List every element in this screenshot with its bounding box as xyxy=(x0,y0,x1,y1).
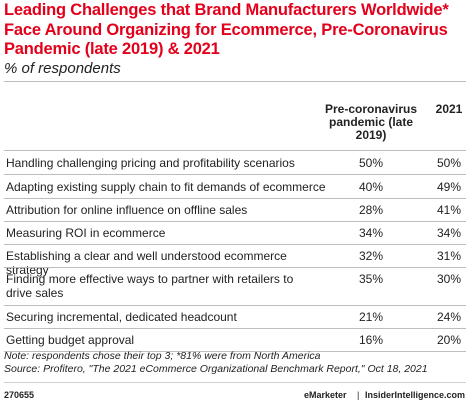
column-header-2019: Pre-coronavirus pandemic (late 2019) xyxy=(324,102,418,142)
footer-rule xyxy=(4,382,466,383)
row-rule xyxy=(4,244,466,245)
chart-subtitle: % of respondents xyxy=(4,60,121,77)
row-value-2021: 24% xyxy=(436,310,462,324)
row-rule xyxy=(4,328,466,329)
row-label: Attribution for online influence on offl… xyxy=(6,203,248,217)
row-rule xyxy=(4,174,466,175)
chart-id: 270655 xyxy=(4,390,35,400)
row-rule xyxy=(4,305,466,306)
row-rule xyxy=(4,351,466,352)
row-rule xyxy=(4,221,466,222)
header-top-rule xyxy=(4,81,466,82)
chart-title: Leading Challenges that Brand Manufactur… xyxy=(4,1,449,58)
row-label: Handling challenging pricing and profita… xyxy=(6,156,295,170)
row-value-2021: 31% xyxy=(436,249,462,263)
row-label: Adapting existing supply chain to fit de… xyxy=(6,180,326,194)
row-value-2019: 21% xyxy=(358,310,384,324)
chart-source: Source: Profitero, "The 2021 eCommerce O… xyxy=(4,363,428,375)
row-rule xyxy=(4,267,466,268)
row-value-2019: 40% xyxy=(358,180,384,194)
row-value-2021: 41% xyxy=(436,203,462,217)
row-value-2021: 20% xyxy=(436,333,462,347)
row-value-2019: 16% xyxy=(358,333,384,347)
row-value-2021: 50% xyxy=(436,156,462,170)
header-bottom-rule xyxy=(4,150,466,151)
row-value-2019: 32% xyxy=(358,249,384,263)
row-value-2019: 34% xyxy=(358,226,384,240)
brand-divider: | xyxy=(357,390,360,400)
row-value-2019: 28% xyxy=(358,203,384,217)
row-label: Getting budget approval xyxy=(6,333,135,347)
row-label: Measuring ROI in ecommerce xyxy=(6,226,166,240)
brand-emarketer: eMarketer xyxy=(304,390,347,400)
row-rule xyxy=(4,198,466,199)
row-value-2021: 49% xyxy=(436,180,462,194)
column-header-2021: 2021 xyxy=(435,102,463,116)
row-value-2021: 30% xyxy=(436,272,462,286)
row-label: Establishing a clear and well understood… xyxy=(6,249,287,277)
row-value-2019: 50% xyxy=(358,156,384,170)
row-label: Securing incremental, dedicated headcoun… xyxy=(6,310,237,324)
chart-note: Note: respondents chose their top 3; *81… xyxy=(4,350,321,362)
brand-insiderintelligence: InsiderIntelligence.com xyxy=(365,390,466,400)
row-value-2019: 35% xyxy=(358,272,384,286)
row-value-2021: 34% xyxy=(436,226,462,240)
row-label: Finding more effective ways to partner w… xyxy=(6,272,294,300)
